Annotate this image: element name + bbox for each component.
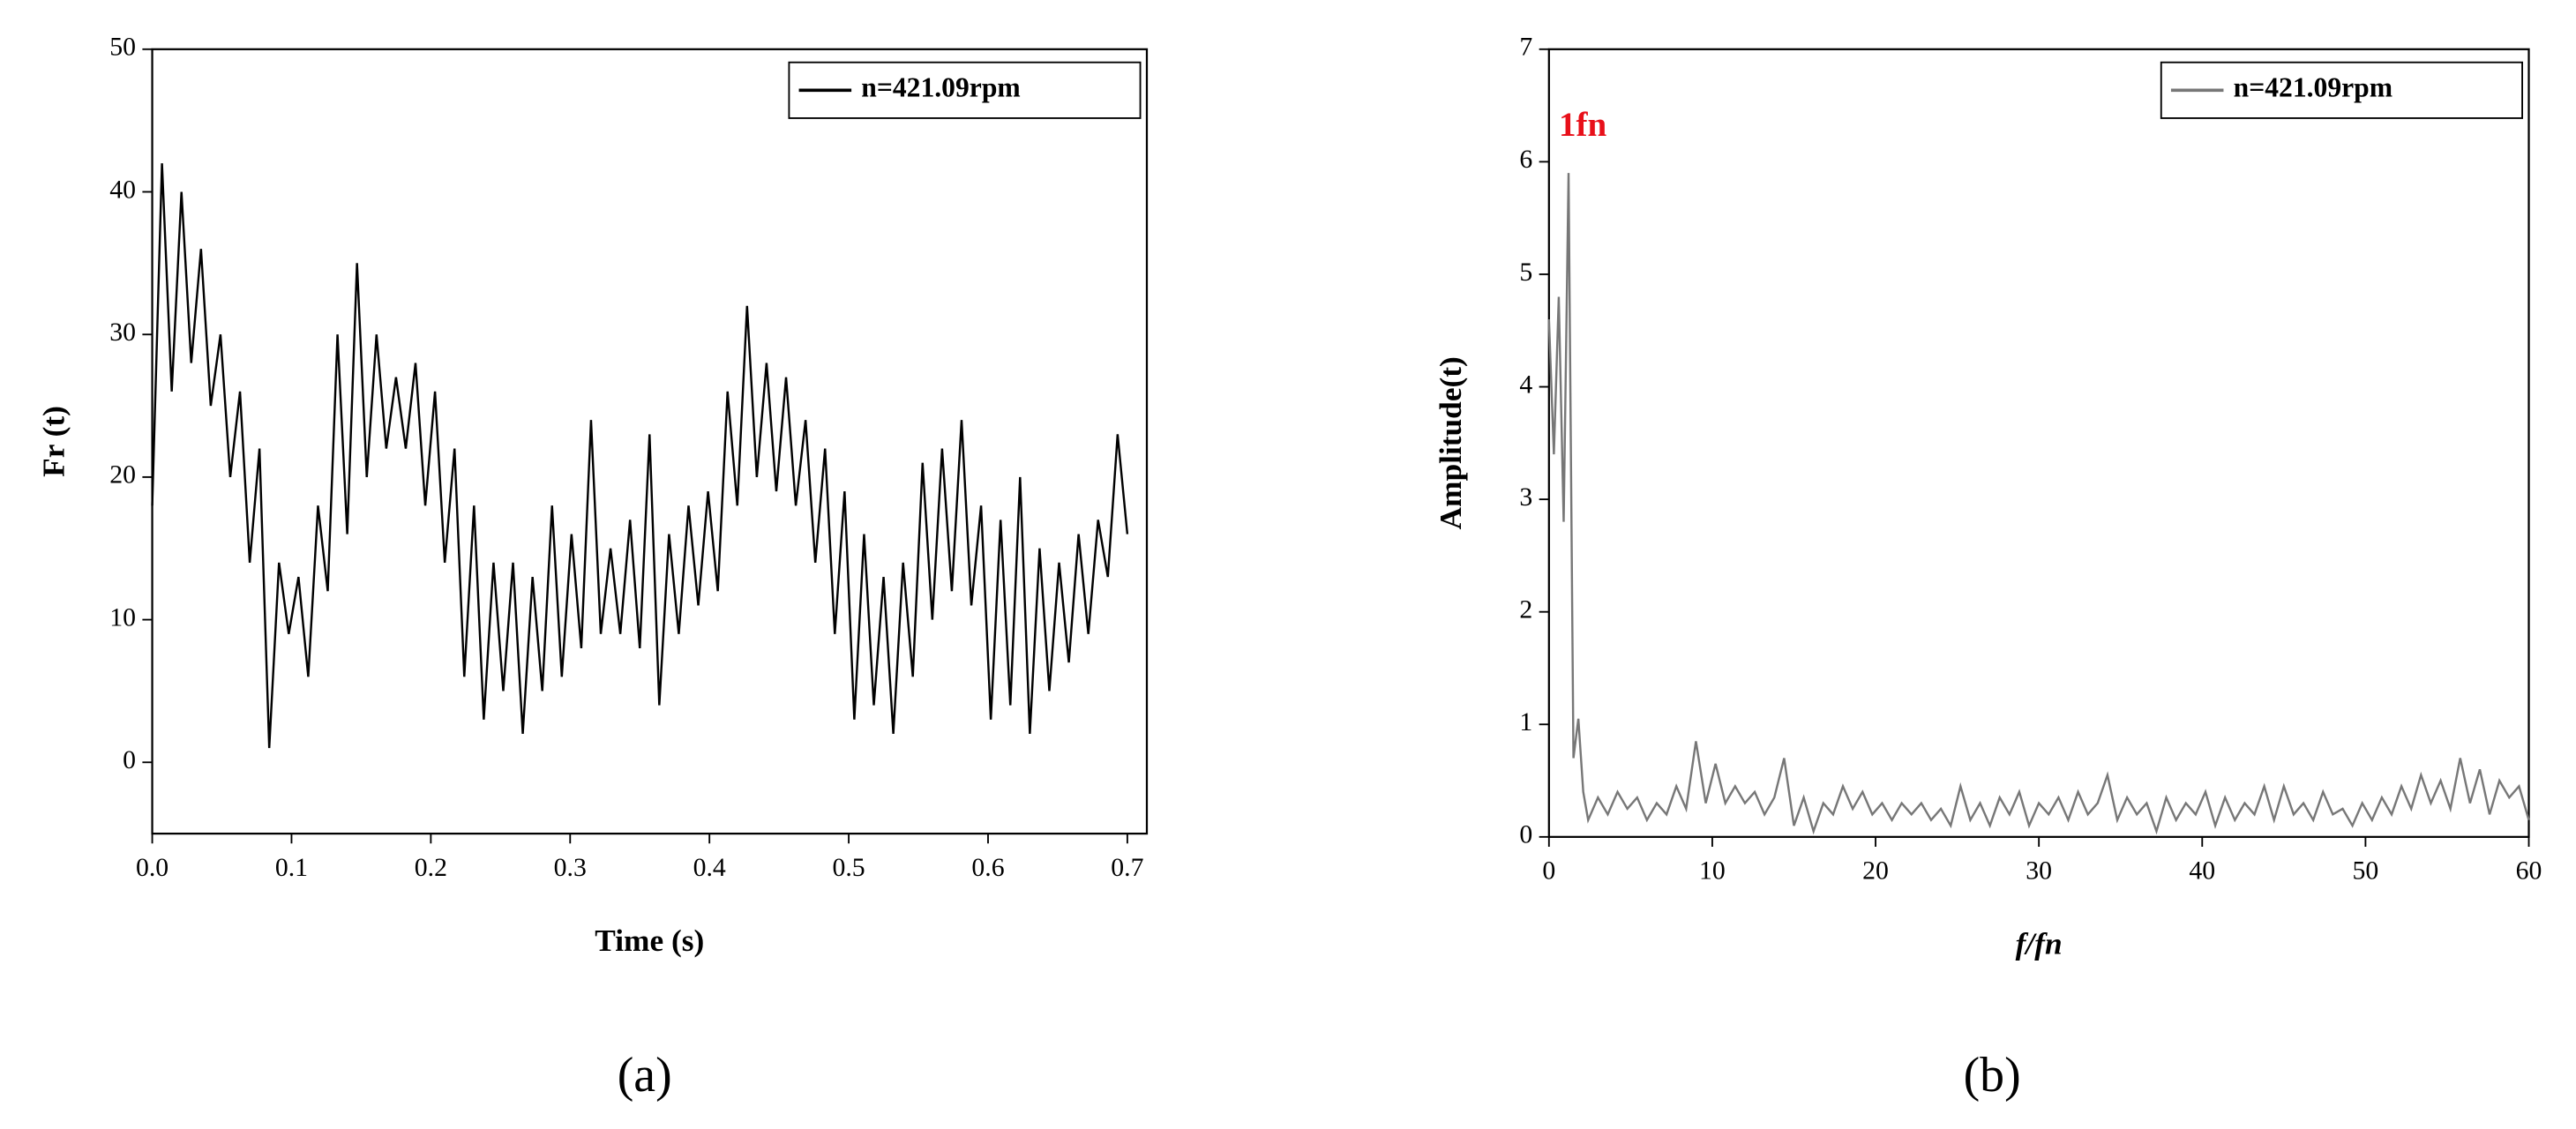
caption: (a) <box>618 1048 672 1103</box>
y-tick-label: 30 <box>109 318 136 347</box>
legend-label: n=421.09rpm <box>861 72 1020 103</box>
y-tick-label: 4 <box>1519 370 1532 399</box>
y-tick-label: 50 <box>109 33 136 62</box>
y-tick-label: 3 <box>1519 482 1532 512</box>
y-tick-label: 5 <box>1519 258 1532 287</box>
x-tick-label: 0 <box>1542 856 1555 886</box>
y-tick-label: 7 <box>1519 33 1532 62</box>
x-axis-label: f/fn <box>2016 927 2063 961</box>
series-line <box>151 163 1129 749</box>
y-axis-label: Amplitude(t) <box>1434 356 1468 529</box>
plot-frame <box>1547 48 2530 838</box>
x-tick-label: 0.1 <box>275 853 308 882</box>
x-tick-label: 0.6 <box>971 853 1004 882</box>
x-tick-label: 0.0 <box>136 853 168 882</box>
x-tick-label: 40 <box>2189 856 2215 886</box>
y-axis-label: Fr (t) <box>37 406 71 477</box>
x-tick-label: 60 <box>2516 856 2542 886</box>
plot-frame <box>151 48 1149 835</box>
y-tick-label: 0 <box>1519 820 1532 849</box>
x-tick-label: 0.3 <box>554 853 587 882</box>
legend-label: n=421.09rpm <box>2234 72 2393 103</box>
y-tick-label: 2 <box>1519 595 1532 624</box>
x-tick-label: 0.5 <box>832 853 865 882</box>
x-tick-label: 0.7 <box>1111 853 1143 882</box>
y-tick-label: 20 <box>109 460 136 490</box>
caption: (b) <box>1964 1048 2021 1103</box>
y-tick-label: 6 <box>1519 145 1532 174</box>
x-tick-label: 10 <box>1699 856 1726 886</box>
y-tick-label: 40 <box>109 175 136 204</box>
x-tick-label: 0.2 <box>415 853 447 882</box>
x-tick-label: 50 <box>2353 856 2379 886</box>
x-tick-label: 0.4 <box>693 853 726 882</box>
x-tick-label: 30 <box>2026 856 2052 886</box>
y-tick-label: 10 <box>109 602 136 632</box>
series-line <box>1547 173 2530 835</box>
y-tick-label: 1 <box>1519 707 1532 736</box>
y-tick-label: 0 <box>123 745 136 774</box>
x-tick-label: 20 <box>1862 856 1889 886</box>
x-axis-label: Time (s) <box>595 923 704 958</box>
annotation: 1fn <box>1559 106 1607 144</box>
